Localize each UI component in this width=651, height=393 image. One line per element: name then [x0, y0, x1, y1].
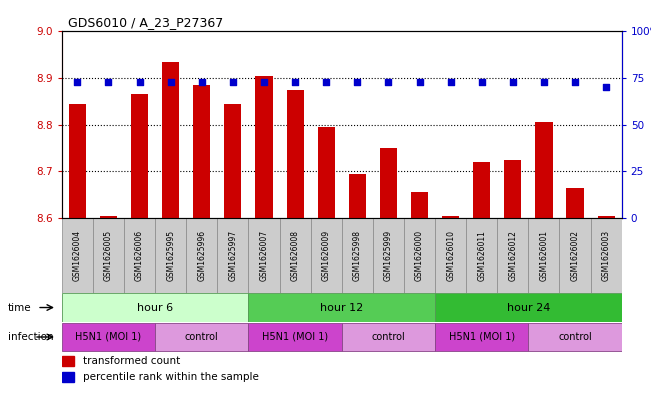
FancyBboxPatch shape: [529, 323, 622, 351]
Point: [290, 79, 300, 85]
Bar: [505, 160, 521, 218]
FancyBboxPatch shape: [497, 218, 529, 293]
Text: GDS6010 / A_23_P27367: GDS6010 / A_23_P27367: [68, 17, 223, 29]
FancyBboxPatch shape: [404, 218, 435, 293]
FancyBboxPatch shape: [279, 218, 311, 293]
Bar: [349, 174, 366, 218]
FancyBboxPatch shape: [342, 323, 435, 351]
Text: infection: infection: [8, 332, 53, 342]
Bar: [162, 62, 179, 218]
FancyBboxPatch shape: [435, 323, 529, 351]
Bar: [535, 123, 553, 218]
Text: GSM1626007: GSM1626007: [260, 230, 268, 281]
Point: [259, 79, 270, 85]
Text: GSM1626008: GSM1626008: [290, 230, 299, 281]
Bar: [411, 193, 428, 218]
FancyBboxPatch shape: [373, 218, 404, 293]
Text: GSM1626006: GSM1626006: [135, 230, 144, 281]
Text: GSM1626002: GSM1626002: [570, 230, 579, 281]
FancyBboxPatch shape: [466, 218, 497, 293]
Point: [228, 79, 238, 85]
FancyBboxPatch shape: [435, 218, 466, 293]
Text: control: control: [558, 332, 592, 342]
Point: [601, 84, 611, 90]
FancyBboxPatch shape: [62, 293, 249, 321]
Point: [414, 79, 424, 85]
Point: [165, 79, 176, 85]
Point: [72, 79, 83, 85]
Text: GSM1625995: GSM1625995: [166, 230, 175, 281]
Text: hour 12: hour 12: [320, 303, 363, 312]
FancyBboxPatch shape: [186, 218, 217, 293]
Text: GSM1625996: GSM1625996: [197, 230, 206, 281]
Bar: [100, 216, 117, 218]
Text: GSM1626010: GSM1626010: [446, 230, 455, 281]
FancyBboxPatch shape: [124, 218, 155, 293]
FancyBboxPatch shape: [155, 218, 186, 293]
Bar: [380, 148, 397, 218]
Text: percentile rank within the sample: percentile rank within the sample: [83, 372, 259, 382]
Bar: [131, 94, 148, 218]
FancyBboxPatch shape: [249, 293, 435, 321]
FancyBboxPatch shape: [435, 293, 622, 321]
Text: GSM1626011: GSM1626011: [477, 230, 486, 281]
Bar: [442, 216, 459, 218]
Text: control: control: [185, 332, 219, 342]
Text: hour 24: hour 24: [506, 303, 550, 312]
FancyBboxPatch shape: [342, 218, 373, 293]
Text: transformed count: transformed count: [83, 356, 180, 366]
FancyBboxPatch shape: [62, 323, 155, 351]
Text: GSM1626012: GSM1626012: [508, 230, 518, 281]
Text: control: control: [372, 332, 406, 342]
Bar: [255, 76, 273, 218]
FancyBboxPatch shape: [217, 218, 249, 293]
Text: GSM1626003: GSM1626003: [602, 230, 611, 281]
Bar: [62, 372, 74, 382]
Text: GSM1626001: GSM1626001: [540, 230, 548, 281]
Bar: [473, 162, 490, 218]
FancyBboxPatch shape: [529, 218, 559, 293]
Bar: [566, 188, 583, 218]
Text: GSM1625999: GSM1625999: [384, 230, 393, 281]
FancyBboxPatch shape: [155, 323, 249, 351]
Bar: [69, 104, 86, 218]
Text: GSM1626000: GSM1626000: [415, 230, 424, 281]
Point: [383, 79, 394, 85]
Point: [134, 79, 145, 85]
Point: [539, 79, 549, 85]
Bar: [286, 90, 303, 218]
Point: [352, 79, 363, 85]
Text: GSM1625998: GSM1625998: [353, 230, 362, 281]
FancyBboxPatch shape: [590, 218, 622, 293]
Bar: [225, 104, 242, 218]
Point: [570, 79, 580, 85]
FancyBboxPatch shape: [249, 218, 279, 293]
Text: H5N1 (MOI 1): H5N1 (MOI 1): [449, 332, 515, 342]
Bar: [193, 85, 210, 218]
Bar: [62, 356, 74, 366]
Text: H5N1 (MOI 1): H5N1 (MOI 1): [262, 332, 328, 342]
Text: GSM1626005: GSM1626005: [104, 230, 113, 281]
Text: GSM1625997: GSM1625997: [229, 230, 238, 281]
Bar: [598, 216, 615, 218]
Point: [445, 79, 456, 85]
FancyBboxPatch shape: [93, 218, 124, 293]
Bar: [318, 127, 335, 218]
FancyBboxPatch shape: [249, 323, 342, 351]
Point: [477, 79, 487, 85]
Text: GSM1626009: GSM1626009: [322, 230, 331, 281]
Point: [508, 79, 518, 85]
Text: time: time: [8, 303, 31, 312]
Point: [321, 79, 331, 85]
FancyBboxPatch shape: [62, 218, 93, 293]
Point: [104, 79, 114, 85]
Text: hour 6: hour 6: [137, 303, 173, 312]
FancyBboxPatch shape: [311, 218, 342, 293]
FancyBboxPatch shape: [559, 218, 590, 293]
Text: H5N1 (MOI 1): H5N1 (MOI 1): [76, 332, 141, 342]
Text: GSM1626004: GSM1626004: [73, 230, 82, 281]
Point: [197, 79, 207, 85]
